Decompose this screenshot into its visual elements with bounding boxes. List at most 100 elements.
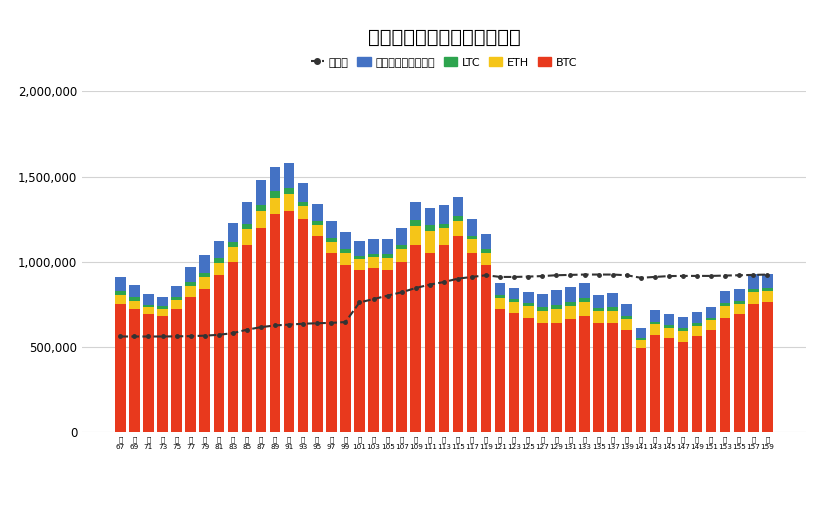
Bar (186, 297, 196, 432)
投資額 (678, 273, 688, 279)
投資額 (354, 299, 364, 305)
Bar (748, 304, 759, 432)
Bar (566, 287, 575, 302)
投資額 (734, 272, 744, 278)
投資額 (692, 273, 702, 279)
Bar (663, 338, 674, 432)
投資額 (481, 272, 491, 278)
Bar (621, 319, 632, 330)
Bar (663, 328, 674, 338)
Bar (424, 231, 435, 253)
投資額 (566, 272, 575, 278)
投資額 (453, 275, 463, 281)
Bar (467, 253, 478, 432)
投資額 (326, 320, 336, 326)
Bar (200, 256, 210, 272)
Bar (129, 309, 140, 432)
Bar (298, 219, 308, 432)
Bar (326, 221, 337, 238)
Bar (481, 265, 492, 432)
Bar (143, 307, 154, 314)
Bar (143, 304, 154, 307)
Bar (340, 253, 351, 265)
Bar (186, 267, 196, 281)
投資額 (538, 273, 547, 279)
Bar (242, 229, 252, 244)
Bar (115, 291, 126, 295)
Bar (439, 229, 449, 244)
Bar (762, 288, 773, 291)
Bar (312, 225, 322, 236)
Bar (396, 262, 407, 432)
投資額 (115, 333, 125, 339)
Bar (649, 324, 660, 335)
投資額 (158, 333, 168, 339)
Bar (509, 302, 520, 312)
投資額 (706, 273, 716, 279)
Bar (635, 338, 646, 339)
Bar (228, 223, 238, 242)
Bar (143, 294, 154, 304)
Bar (424, 253, 435, 432)
投資額 (284, 322, 294, 328)
Bar (410, 202, 421, 220)
Bar (467, 236, 478, 239)
Bar (706, 318, 717, 320)
Bar (242, 224, 252, 229)
Bar (270, 198, 280, 214)
Bar (439, 244, 449, 432)
Bar (580, 283, 590, 298)
投資額 (340, 319, 350, 325)
Bar (551, 290, 561, 305)
Bar (720, 306, 731, 318)
Bar (706, 320, 717, 330)
Bar (256, 205, 266, 211)
Bar (326, 241, 337, 253)
Bar (523, 292, 533, 303)
投資額 (411, 285, 421, 291)
Bar (312, 236, 322, 432)
Bar (580, 316, 590, 432)
Bar (396, 249, 407, 262)
Bar (692, 323, 702, 326)
Bar (734, 301, 745, 304)
Bar (157, 309, 168, 316)
Bar (115, 295, 126, 304)
Bar (424, 225, 435, 231)
Bar (467, 219, 478, 236)
Bar (537, 294, 547, 307)
Bar (354, 256, 365, 259)
Bar (171, 297, 182, 300)
Bar (214, 258, 224, 263)
Bar (242, 244, 252, 432)
Bar (129, 285, 140, 297)
Bar (580, 298, 590, 302)
Bar (677, 317, 688, 328)
Bar (692, 312, 702, 323)
Bar (677, 341, 688, 432)
Bar (523, 318, 533, 432)
Bar (692, 326, 702, 336)
Bar (453, 236, 464, 432)
Bar (734, 304, 745, 314)
投資額 (270, 323, 280, 329)
Title: 仮想通貨への投資額と評価額: 仮想通貨への投資額と評価額 (367, 28, 520, 47)
投資額 (368, 296, 378, 302)
Bar (270, 167, 280, 192)
Bar (354, 241, 365, 256)
Bar (186, 281, 196, 287)
投資額 (130, 333, 140, 339)
Bar (481, 249, 492, 253)
Bar (551, 305, 561, 309)
Bar (129, 301, 140, 309)
Bar (171, 300, 182, 309)
投資額 (621, 272, 631, 278)
Bar (284, 163, 294, 188)
Bar (157, 316, 168, 432)
Bar (551, 309, 561, 323)
Bar (453, 216, 464, 221)
Bar (256, 180, 266, 205)
Bar (284, 195, 294, 210)
Bar (312, 221, 322, 225)
Bar (228, 242, 238, 247)
